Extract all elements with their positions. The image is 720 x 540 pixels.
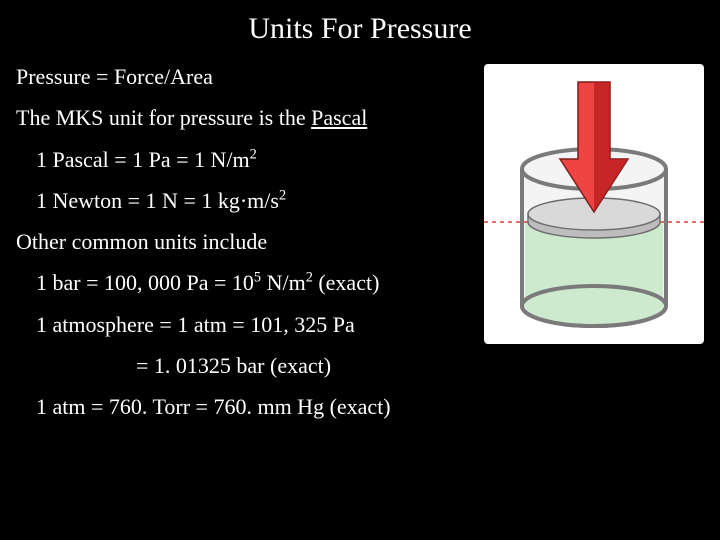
line-mks-pre: The MKS unit for pressure is the	[16, 105, 311, 130]
line-mks-pascal: Pascal	[311, 105, 367, 130]
line-bar-b: N/m	[261, 270, 306, 295]
line-pascal-def: 1 Pascal = 1 Pa = 1 N/m2	[36, 147, 474, 172]
slide: Units For Pressure Pressure = Force/Area…	[0, 0, 720, 540]
line-bar-sup2: 2	[306, 270, 313, 286]
line-bar: 1 bar = 100, 000 Pa = 105 N/m2 (exact)	[36, 270, 474, 295]
line-bar-sup1: 5	[254, 270, 261, 286]
line-atm: 1 atmosphere = 1 atm = 101, 325 Pa	[36, 312, 474, 337]
line-torr: 1 atm = 760. Torr = 760. mm Hg (exact)	[36, 394, 474, 419]
line-newton-sup: 2	[279, 188, 286, 204]
content-row: Pressure = Force/Area The MKS unit for p…	[16, 64, 704, 436]
line-other-units: Other common units include	[16, 229, 474, 254]
line-bar-c: (exact)	[313, 270, 380, 295]
line-bar-a: 1 bar = 100, 000 Pa = 10	[36, 270, 254, 295]
text-column: Pressure = Force/Area The MKS unit for p…	[16, 64, 474, 436]
slide-title: Units For Pressure	[16, 12, 704, 46]
pressure-figure	[484, 64, 704, 344]
line-pascal-sup: 2	[250, 146, 257, 162]
line-mks: The MKS unit for pressure is the Pascal	[16, 105, 474, 130]
line-atm-bar: = 1. 01325 bar (exact)	[136, 353, 474, 378]
line-newton-def: 1 Newton = 1 N = 1 kg·m/s2	[36, 188, 474, 213]
figure-column	[474, 64, 704, 344]
line-formula: Pressure = Force/Area	[16, 64, 474, 89]
line-pascal-pre: 1 Pascal = 1 Pa = 1 N/m	[36, 147, 250, 172]
cylinder-diagram	[484, 64, 704, 344]
line-newton-pre: 1 Newton = 1 N = 1 kg·m/s	[36, 188, 279, 213]
